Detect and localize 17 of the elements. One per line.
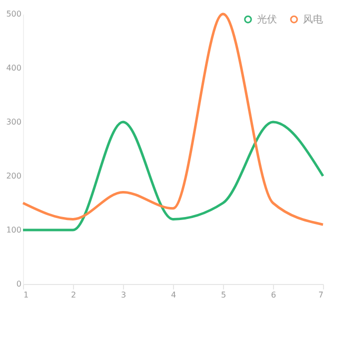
line-series [22,120,324,232]
x-tick-label: 6 [270,290,276,300]
line-series [22,12,324,226]
y-tick-label: 500 [6,10,22,18]
y-tick-label: 300 [6,118,22,126]
y-tick-label: 400 [6,64,22,72]
x-tick-label: 3 [120,290,126,300]
x-tick-label: 5 [220,290,226,300]
x-tick-label: 4 [170,290,176,300]
x-tick-label: 2 [70,290,76,300]
y-tick-label: 0 [16,280,22,288]
legend-label: 光伏 [257,13,277,26]
x-tick-label: 1 [24,290,29,300]
y-tick-label: 100 [6,226,22,234]
y-tick-label: 200 [6,172,22,180]
legend-label: 风电 [303,13,323,26]
x-tick-label: 7 [318,290,324,300]
